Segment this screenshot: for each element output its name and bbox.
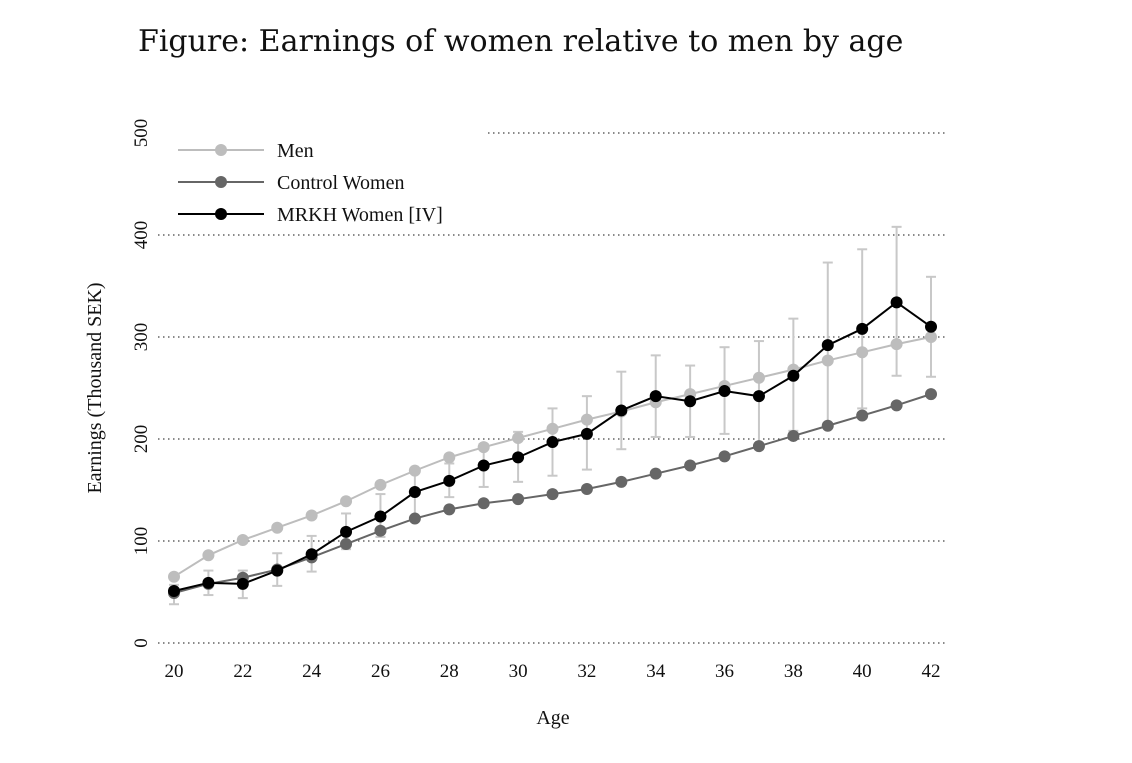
x-tick-label-32: 32	[577, 661, 596, 682]
legend-label: Control Women	[277, 172, 404, 194]
data-point	[477, 441, 490, 454]
data-point	[821, 354, 834, 367]
data-point	[512, 451, 525, 464]
y-axis-label: Earnings (Thousand SEK)	[84, 282, 106, 493]
data-point	[408, 512, 421, 525]
data-point	[684, 459, 697, 472]
data-point	[787, 429, 800, 442]
x-tick-label-36: 36	[715, 661, 734, 682]
x-tick-label-30: 30	[509, 661, 528, 682]
data-point	[684, 395, 697, 408]
chart-title: Figure: Earnings of women relative to me…	[138, 24, 904, 59]
x-tick-label-26: 26	[371, 661, 390, 682]
series-2	[168, 296, 937, 597]
data-point	[580, 482, 593, 495]
data-point	[718, 385, 731, 398]
data-point	[856, 409, 869, 422]
data-point	[340, 525, 353, 538]
series	[168, 296, 937, 600]
data-point	[477, 459, 490, 472]
data-point	[821, 339, 834, 352]
data-point	[718, 450, 731, 463]
data-point	[340, 495, 353, 508]
data-point	[752, 390, 765, 403]
gridlines	[158, 132, 946, 644]
data-point	[856, 322, 869, 335]
data-point	[752, 371, 765, 384]
x-tick-label-40: 40	[853, 661, 872, 682]
data-point	[546, 436, 559, 449]
legend-item-2: MRKH Women [IV]	[178, 204, 443, 226]
data-point	[615, 475, 628, 488]
data-point	[443, 503, 456, 516]
data-point	[649, 467, 662, 480]
data-point	[649, 390, 662, 403]
series-1	[168, 388, 937, 600]
data-point	[512, 493, 525, 506]
data-point	[374, 524, 387, 537]
data-point	[202, 576, 215, 589]
y-tick-label-500: 500	[131, 119, 152, 148]
legend: Men Control Women MRKH Women [IV]	[178, 140, 443, 226]
legend-item-1: Control Women	[178, 172, 404, 194]
data-point	[546, 422, 559, 435]
y-tick-labels: 0 100 200 300 400 500	[131, 119, 152, 648]
x-tick-label-22: 22	[233, 661, 252, 682]
legend-label: MRKH Women [IV]	[277, 204, 443, 226]
data-point	[271, 521, 284, 534]
x-axis-label: Age	[536, 707, 569, 729]
legend-swatch-marker	[215, 176, 227, 188]
y-tick-label-0: 0	[131, 638, 152, 648]
data-point	[890, 296, 903, 309]
legend-swatch-marker	[215, 208, 227, 220]
data-point	[168, 570, 180, 583]
x-tick-label-20: 20	[165, 661, 184, 682]
data-point	[443, 451, 456, 464]
data-point	[856, 346, 869, 359]
x-tick-label-34: 34	[646, 661, 666, 682]
x-tick-label-42: 42	[922, 661, 941, 682]
data-point	[340, 538, 353, 551]
y-tick-label-400: 400	[131, 221, 152, 250]
data-point	[615, 404, 628, 417]
data-point	[236, 577, 249, 590]
y-tick-label-100: 100	[131, 527, 152, 556]
data-point	[752, 440, 765, 453]
data-point	[305, 509, 318, 522]
data-point	[787, 369, 800, 382]
data-point	[890, 338, 903, 351]
data-point	[580, 413, 593, 426]
y-tick-label-200: 200	[131, 425, 152, 454]
x-tick-labels: 20 22 24 26 28 30 32 34 36 38 40 42	[165, 661, 941, 682]
x-tick-label-28: 28	[440, 661, 459, 682]
data-point	[374, 478, 387, 491]
data-point	[408, 464, 421, 477]
data-point	[925, 320, 937, 333]
data-point	[271, 564, 284, 577]
legend-label: Men	[277, 140, 314, 162]
y-tick-label-300: 300	[131, 323, 152, 352]
data-point	[580, 427, 593, 440]
data-point	[890, 399, 903, 412]
data-point	[305, 548, 318, 561]
data-point	[202, 549, 215, 562]
data-point	[546, 488, 559, 501]
data-point	[408, 486, 421, 499]
x-tick-label-38: 38	[784, 661, 803, 682]
data-point	[512, 431, 525, 444]
data-point	[477, 497, 490, 510]
data-point	[168, 584, 180, 597]
data-point	[374, 510, 387, 523]
confidence-intervals	[169, 225, 936, 606]
data-point	[236, 533, 249, 546]
data-point	[443, 474, 456, 487]
data-point	[925, 331, 937, 343]
x-tick-label-24: 24	[302, 661, 322, 682]
legend-swatch-marker	[215, 144, 227, 156]
data-point	[821, 419, 834, 432]
legend-item-0: Men	[178, 140, 314, 162]
data-point	[925, 388, 937, 401]
